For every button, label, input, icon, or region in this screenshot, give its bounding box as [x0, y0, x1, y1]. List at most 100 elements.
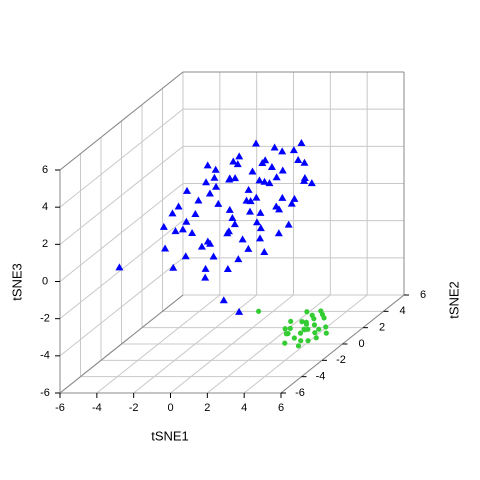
point	[246, 207, 254, 215]
point	[235, 152, 244, 160]
point	[272, 173, 281, 181]
point	[256, 224, 265, 232]
point	[252, 218, 261, 226]
x-tick-label: 0	[167, 402, 173, 414]
point	[304, 309, 310, 315]
x-tick-label: -6	[55, 402, 65, 414]
point	[161, 244, 170, 252]
point	[255, 176, 264, 184]
axis-line	[59, 294, 184, 394]
point	[275, 205, 284, 213]
point	[288, 318, 294, 324]
point	[287, 325, 293, 331]
point	[297, 330, 304, 336]
point	[201, 264, 210, 272]
x-tick-label: 2	[204, 402, 210, 414]
point	[295, 343, 302, 349]
point	[248, 167, 257, 175]
point	[171, 227, 180, 235]
point	[183, 186, 191, 194]
point	[291, 335, 297, 341]
point	[219, 296, 228, 304]
point	[212, 182, 221, 190]
point	[283, 331, 289, 337]
point	[168, 209, 177, 217]
point	[203, 161, 212, 169]
point	[242, 196, 251, 204]
x-tick-label: -2	[129, 402, 139, 414]
point	[284, 220, 293, 228]
z-tick-label: 6	[42, 164, 48, 176]
point	[303, 321, 310, 327]
y-tick-label: 6	[420, 289, 426, 301]
point	[197, 242, 206, 250]
point	[274, 229, 283, 237]
point	[210, 173, 219, 181]
grid-line	[59, 108, 184, 208]
point	[323, 324, 329, 330]
point	[256, 208, 265, 216]
point	[181, 252, 190, 260]
point	[289, 146, 298, 154]
point	[191, 210, 200, 218]
point	[312, 330, 318, 336]
point	[228, 214, 237, 221]
point	[282, 340, 288, 346]
point	[174, 202, 183, 210]
point	[225, 175, 234, 183]
point	[278, 166, 287, 174]
point	[323, 330, 329, 336]
point	[270, 143, 279, 151]
point	[244, 244, 253, 252]
point	[115, 263, 124, 271]
z-tick-label: 4	[42, 201, 48, 213]
point	[209, 252, 218, 260]
point	[300, 176, 309, 184]
point	[267, 162, 276, 170]
point	[233, 160, 242, 168]
point	[297, 138, 306, 146]
point	[223, 265, 232, 273]
point	[214, 199, 223, 207]
y-tick-label: 2	[379, 322, 385, 334]
z-tick-label: 2	[42, 238, 48, 250]
y-tick-label: -6	[295, 387, 305, 399]
point	[188, 229, 197, 237]
point	[224, 227, 233, 235]
z-tick-label: -4	[40, 350, 50, 362]
x-axis-title: tSNE1	[151, 428, 189, 443]
grid-line	[59, 257, 184, 357]
point	[300, 158, 309, 166]
y-tick-label: -4	[316, 371, 326, 383]
point	[278, 193, 287, 201]
point	[290, 194, 299, 202]
x-tick-label: 6	[278, 402, 284, 414]
point	[230, 220, 239, 228]
point	[298, 338, 304, 344]
point	[321, 315, 327, 321]
point	[229, 157, 238, 165]
y-axis-title: tSNE2	[446, 281, 461, 319]
point	[316, 326, 322, 332]
point	[205, 189, 214, 197]
point	[318, 308, 324, 314]
point	[282, 326, 288, 332]
point	[256, 234, 265, 242]
point	[305, 338, 311, 344]
point	[234, 255, 243, 263]
axis-line	[59, 71, 184, 171]
point	[294, 156, 303, 164]
z-axis-title: tSNE3	[9, 263, 24, 301]
x-tick-label: 4	[241, 402, 247, 414]
point	[203, 237, 212, 245]
y-tick-label: -2	[336, 354, 346, 366]
point	[287, 199, 296, 207]
point	[252, 193, 261, 201]
grid-line	[59, 145, 184, 245]
point	[301, 326, 307, 332]
point	[201, 273, 210, 281]
point	[261, 156, 270, 164]
point	[311, 322, 318, 328]
point	[194, 196, 203, 204]
point	[178, 225, 187, 233]
